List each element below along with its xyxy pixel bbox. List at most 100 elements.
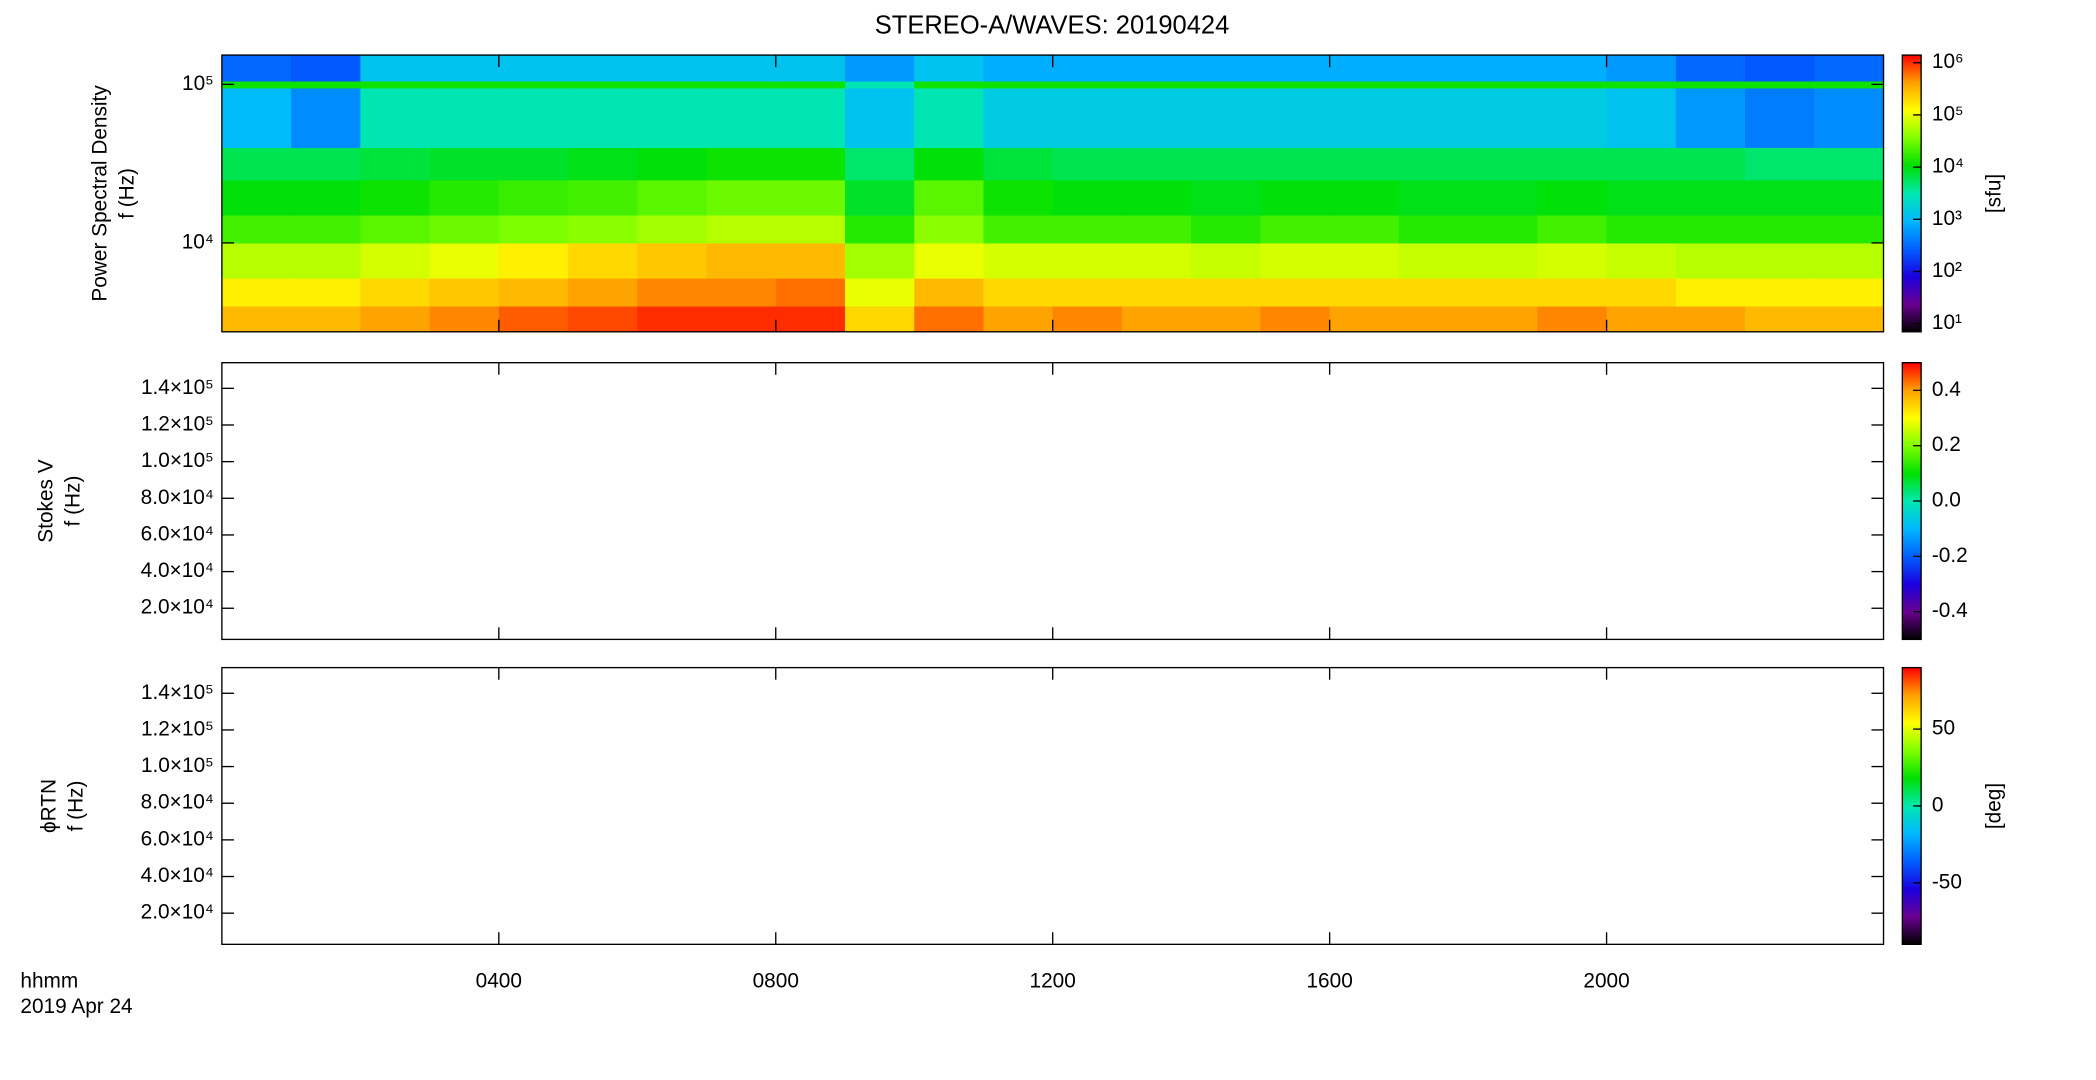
heatmap-cell xyxy=(1121,80,1192,89)
heatmap-cell xyxy=(291,305,361,333)
heatmap-cell xyxy=(360,55,431,82)
heatmap-cell xyxy=(1191,179,1261,216)
heatmap-cell xyxy=(1606,80,1677,89)
heatmap-cell xyxy=(1329,55,1400,82)
colorbar-label: [sfu] xyxy=(1983,174,2006,213)
heatmap-cell xyxy=(637,147,708,181)
heatmap-cell xyxy=(429,179,500,216)
heatmap-cell xyxy=(983,305,1054,333)
heatmap-cell xyxy=(844,55,915,82)
y-tick-label: 8.0×10⁴ xyxy=(141,486,214,509)
y-tick-label: 6.0×10⁴ xyxy=(141,522,214,545)
heatmap-cell xyxy=(568,80,638,89)
heatmap-cell xyxy=(1606,214,1677,244)
heatmap-cell xyxy=(706,147,777,181)
heatmap-cell xyxy=(1398,87,1469,148)
chart-title: STEREO-A/WAVES: 20190424 xyxy=(875,12,1230,40)
heatmap-cell xyxy=(1537,179,1608,216)
heatmap-cell xyxy=(983,179,1054,216)
heatmap-cell xyxy=(1814,55,1885,82)
colorbar-tick-label: 0.0 xyxy=(1932,489,1961,512)
heatmap-cell xyxy=(914,147,985,181)
heatmap-cell xyxy=(1468,87,1538,148)
heatmap-cell xyxy=(568,179,638,216)
heatmap-cell xyxy=(914,242,985,279)
heatmap-cell xyxy=(1606,87,1677,148)
heatmap-cell xyxy=(221,278,292,307)
heatmap-cell xyxy=(706,278,777,307)
heatmap-cell xyxy=(568,242,638,279)
heatmap-cell xyxy=(1814,87,1885,148)
heatmap-cell xyxy=(1191,55,1261,82)
heatmap-cell xyxy=(1329,87,1400,148)
heatmap-cell xyxy=(1606,305,1677,333)
heatmap-cell xyxy=(706,305,777,333)
heatmap-cell xyxy=(1260,55,1331,82)
heatmap-cell xyxy=(844,305,915,333)
x-axis-label: hhmm xyxy=(20,969,78,992)
x-tick-label: 0400 xyxy=(476,969,522,992)
heatmap-cell xyxy=(1329,242,1400,279)
heatmap-cell xyxy=(1675,305,1746,333)
heatmap-cell xyxy=(1745,147,1815,181)
heatmap-cell xyxy=(360,179,431,216)
heatmap-cell xyxy=(914,80,985,89)
heatmap-cell xyxy=(775,242,846,279)
heatmap-cell xyxy=(291,55,361,82)
heatmap-cell xyxy=(1468,242,1538,279)
heatmap-cell xyxy=(1052,87,1123,148)
heatmap-cell xyxy=(1260,87,1331,148)
heatmap-cell xyxy=(498,305,569,333)
heatmap-cell xyxy=(914,87,985,148)
heatmap-cell xyxy=(1329,80,1400,89)
heatmap-cell xyxy=(775,278,846,307)
heatmap-cell xyxy=(1606,55,1677,82)
heatmap-cell xyxy=(775,179,846,216)
heatmap-cell xyxy=(1814,214,1885,244)
heatmap-cell xyxy=(914,305,985,333)
heatmap-cell xyxy=(1121,305,1192,333)
colorbar-tick-label: 50 xyxy=(1932,717,1955,740)
heatmap-cell xyxy=(360,278,431,307)
heatmap-cell xyxy=(1398,147,1469,181)
y-axis-label: Stokes V xyxy=(35,459,58,542)
heatmap-cell xyxy=(1606,179,1677,216)
heatmap-cell xyxy=(775,55,846,82)
heatmap-cell xyxy=(1675,179,1746,216)
heatmap-cell xyxy=(291,278,361,307)
heatmap-cell xyxy=(706,179,777,216)
heatmap-cell xyxy=(1398,214,1469,244)
heatmap-cell xyxy=(498,80,569,89)
heatmap-cell xyxy=(1814,179,1885,216)
heatmap-cell xyxy=(1814,305,1885,333)
heatmap-cell xyxy=(568,147,638,181)
heatmap-cell xyxy=(706,242,777,279)
heatmap-cell xyxy=(775,305,846,333)
heatmap-cell xyxy=(1745,87,1815,148)
colorbar-tick-label: -0.4 xyxy=(1932,599,1968,622)
heatmap-cell xyxy=(221,147,292,181)
heatmap-cell xyxy=(498,179,569,216)
heatmap-cell xyxy=(775,80,846,89)
x-tick-label: 2000 xyxy=(1583,969,1629,992)
heatmap-cell xyxy=(914,278,985,307)
heatmap-cell xyxy=(498,242,569,279)
y-axis-label: Power Spectral Density xyxy=(88,85,111,302)
heatmap-cell xyxy=(914,214,985,244)
y-tick-label: 1.4×10⁵ xyxy=(141,376,214,399)
heatmap-cell xyxy=(1606,242,1677,279)
heatmap-cell xyxy=(498,147,569,181)
heatmap-cell xyxy=(1675,278,1746,307)
heatmap-cell xyxy=(1329,147,1400,181)
heatmap-cell xyxy=(1745,179,1815,216)
heatmap-cell xyxy=(1121,55,1192,82)
heatmap-cell xyxy=(360,214,431,244)
heatmap-cell xyxy=(221,305,292,333)
heatmap-cell xyxy=(221,242,292,279)
heatmap-cell xyxy=(498,55,569,82)
heatmap-cell xyxy=(1675,87,1746,148)
heatmap-cell xyxy=(775,214,846,244)
heatmap-cell xyxy=(1468,179,1538,216)
heatmap-cell xyxy=(914,179,985,216)
heatmap-cell xyxy=(291,214,361,244)
